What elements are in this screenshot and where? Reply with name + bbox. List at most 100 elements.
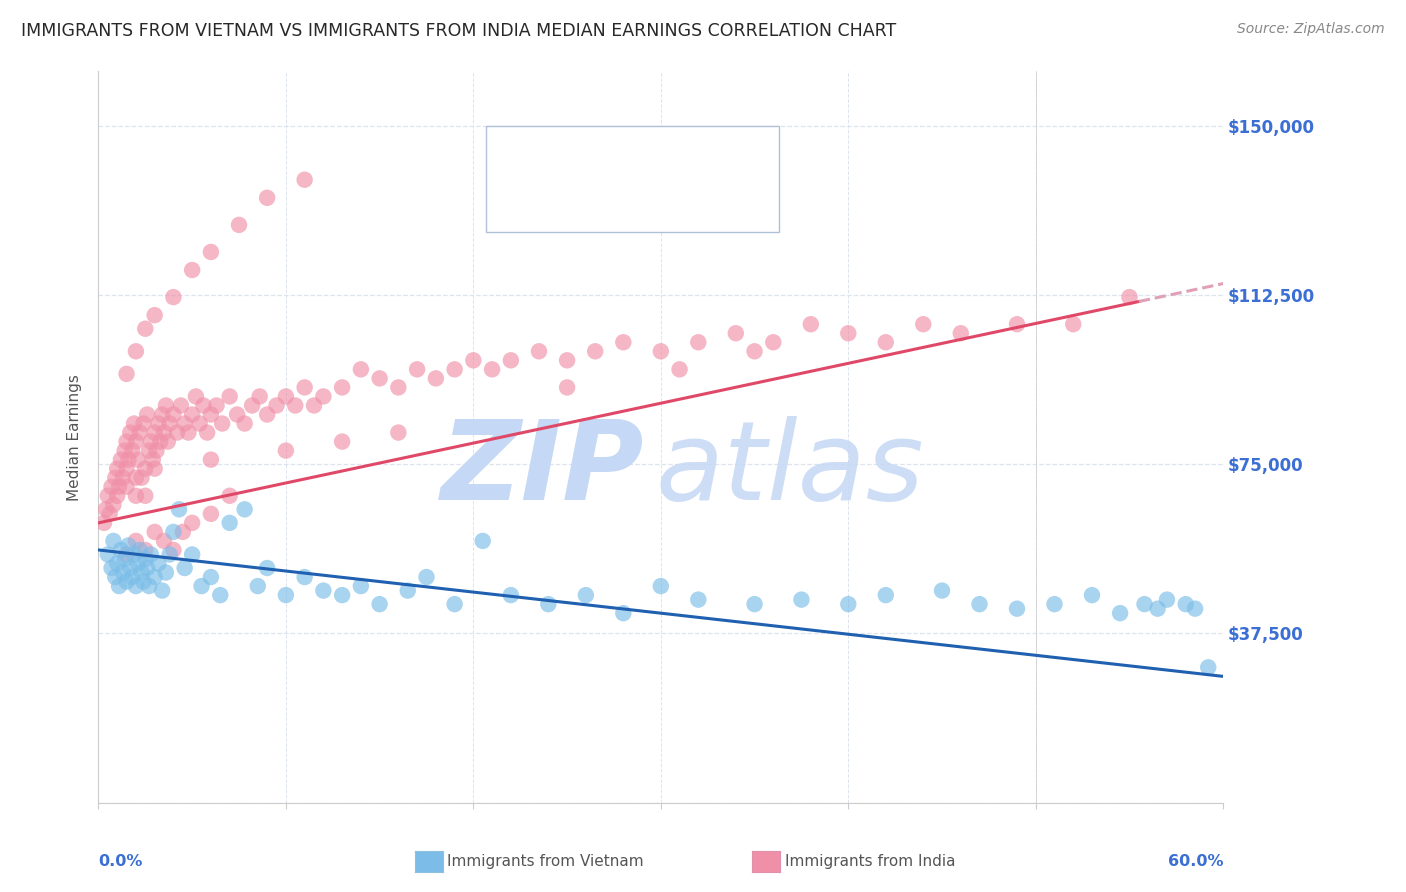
Point: [330, 588, 353, 602]
Point: [105, 557, 128, 571]
Point: [148, 417, 170, 431]
Point: [159, 548, 181, 562]
Text: Immigrants from India: Immigrants from India: [785, 855, 955, 869]
Text: 0.441: 0.441: [572, 197, 633, 215]
Point: [115, 548, 138, 562]
Point: [115, 367, 138, 381]
Point: [744, 344, 766, 359]
Point: [181, 408, 204, 422]
Point: [125, 471, 148, 485]
Point: [128, 543, 150, 558]
Point: [100, 561, 122, 575]
Point: [443, 362, 465, 376]
Point: [115, 434, 138, 449]
Point: [122, 548, 145, 562]
Point: [127, 452, 149, 467]
Point: [1043, 597, 1066, 611]
Point: [200, 570, 222, 584]
Point: [555, 380, 578, 394]
Point: [1109, 606, 1132, 620]
Point: [1197, 660, 1219, 674]
Point: [266, 399, 288, 413]
Point: [150, 408, 173, 422]
Point: [131, 471, 153, 485]
Point: [330, 380, 353, 394]
Point: [145, 443, 167, 458]
Point: [111, 471, 134, 485]
Point: [190, 579, 212, 593]
Point: [103, 533, 125, 548]
Point: [114, 443, 136, 458]
Point: [294, 172, 316, 186]
Point: [330, 434, 353, 449]
Point: [132, 574, 155, 589]
Text: N =: N =: [638, 148, 699, 166]
Point: [155, 399, 177, 413]
Point: [875, 335, 897, 350]
Point: [97, 489, 120, 503]
Point: [134, 322, 156, 336]
Point: [256, 408, 278, 422]
Text: atlas: atlas: [655, 417, 924, 524]
Point: [443, 597, 465, 611]
Point: [181, 263, 204, 277]
Point: [173, 417, 195, 431]
Point: [969, 597, 991, 611]
Point: [837, 597, 859, 611]
Text: 121: 121: [681, 197, 710, 215]
Point: [128, 425, 150, 440]
Point: [1184, 601, 1206, 615]
Point: [650, 344, 672, 359]
Point: [115, 480, 138, 494]
Point: [143, 461, 166, 475]
Point: [125, 344, 148, 359]
Point: [181, 548, 204, 562]
Point: [256, 191, 278, 205]
Point: [104, 471, 127, 485]
Point: [1005, 317, 1028, 331]
Point: [688, 592, 710, 607]
Point: [150, 583, 173, 598]
Point: [284, 399, 307, 413]
Point: [294, 570, 316, 584]
Point: [1118, 290, 1140, 304]
Point: [125, 489, 148, 503]
Point: [211, 417, 233, 431]
Point: [912, 317, 935, 331]
Point: [134, 489, 156, 503]
Point: [125, 434, 148, 449]
Point: [583, 344, 606, 359]
Point: [790, 592, 813, 607]
Point: [136, 408, 159, 422]
Point: [527, 344, 550, 359]
Point: [143, 524, 166, 539]
Point: [312, 389, 335, 403]
Point: [121, 443, 143, 458]
Point: [159, 417, 181, 431]
Point: [387, 425, 409, 440]
Point: [139, 548, 162, 562]
Text: R =: R =: [533, 197, 572, 215]
Point: [134, 543, 156, 558]
Point: [668, 362, 690, 376]
Point: [688, 335, 710, 350]
Point: [274, 443, 297, 458]
Point: [274, 389, 297, 403]
Point: [415, 570, 437, 584]
Point: [555, 353, 578, 368]
Point: [134, 461, 156, 475]
Point: [1133, 597, 1156, 611]
Point: [218, 389, 240, 403]
Point: [612, 335, 634, 350]
Point: [162, 524, 184, 539]
Point: [233, 502, 256, 516]
Point: [117, 538, 139, 552]
Point: [125, 533, 148, 548]
Point: [120, 425, 142, 440]
Point: [425, 371, 447, 385]
Point: [138, 443, 160, 458]
Point: [121, 570, 143, 584]
Point: [167, 502, 190, 516]
Point: [1146, 601, 1168, 615]
Point: [93, 516, 115, 530]
